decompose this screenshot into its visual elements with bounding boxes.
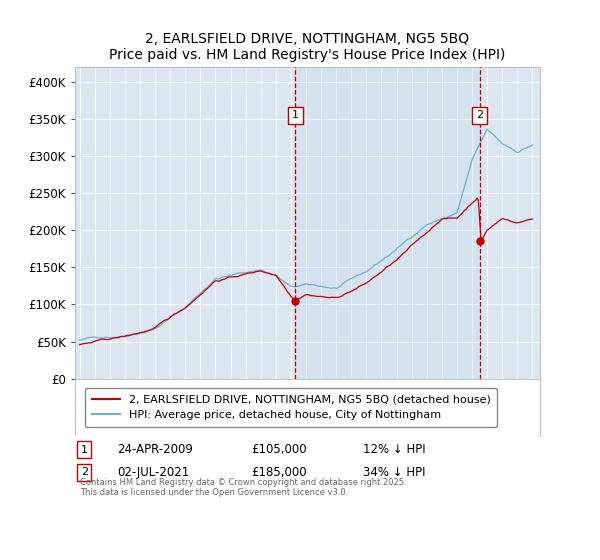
Text: 1: 1 <box>81 445 88 455</box>
Legend: 2, EARLSFIELD DRIVE, NOTTINGHAM, NG5 5BQ (detached house), HPI: Average price, d: 2, EARLSFIELD DRIVE, NOTTINGHAM, NG5 5BQ… <box>85 388 497 427</box>
Title: 2, EARLSFIELD DRIVE, NOTTINGHAM, NG5 5BQ
Price paid vs. HM Land Registry's House: 2, EARLSFIELD DRIVE, NOTTINGHAM, NG5 5BQ… <box>109 32 506 62</box>
Bar <box>295 67 479 379</box>
Text: 1: 1 <box>292 110 299 120</box>
Text: 12% ↓ HPI: 12% ↓ HPI <box>364 444 426 456</box>
Text: £185,000: £185,000 <box>252 466 307 479</box>
Text: 34% ↓ HPI: 34% ↓ HPI <box>364 466 426 479</box>
Text: 24-APR-2009: 24-APR-2009 <box>117 444 193 456</box>
Text: 2: 2 <box>81 467 88 477</box>
Text: 02-JUL-2021: 02-JUL-2021 <box>117 466 189 479</box>
Text: 2: 2 <box>476 110 483 120</box>
Text: Contains HM Land Registry data © Crown copyright and database right 2025.
This d: Contains HM Land Registry data © Crown c… <box>80 478 406 497</box>
Text: £105,000: £105,000 <box>252 444 307 456</box>
